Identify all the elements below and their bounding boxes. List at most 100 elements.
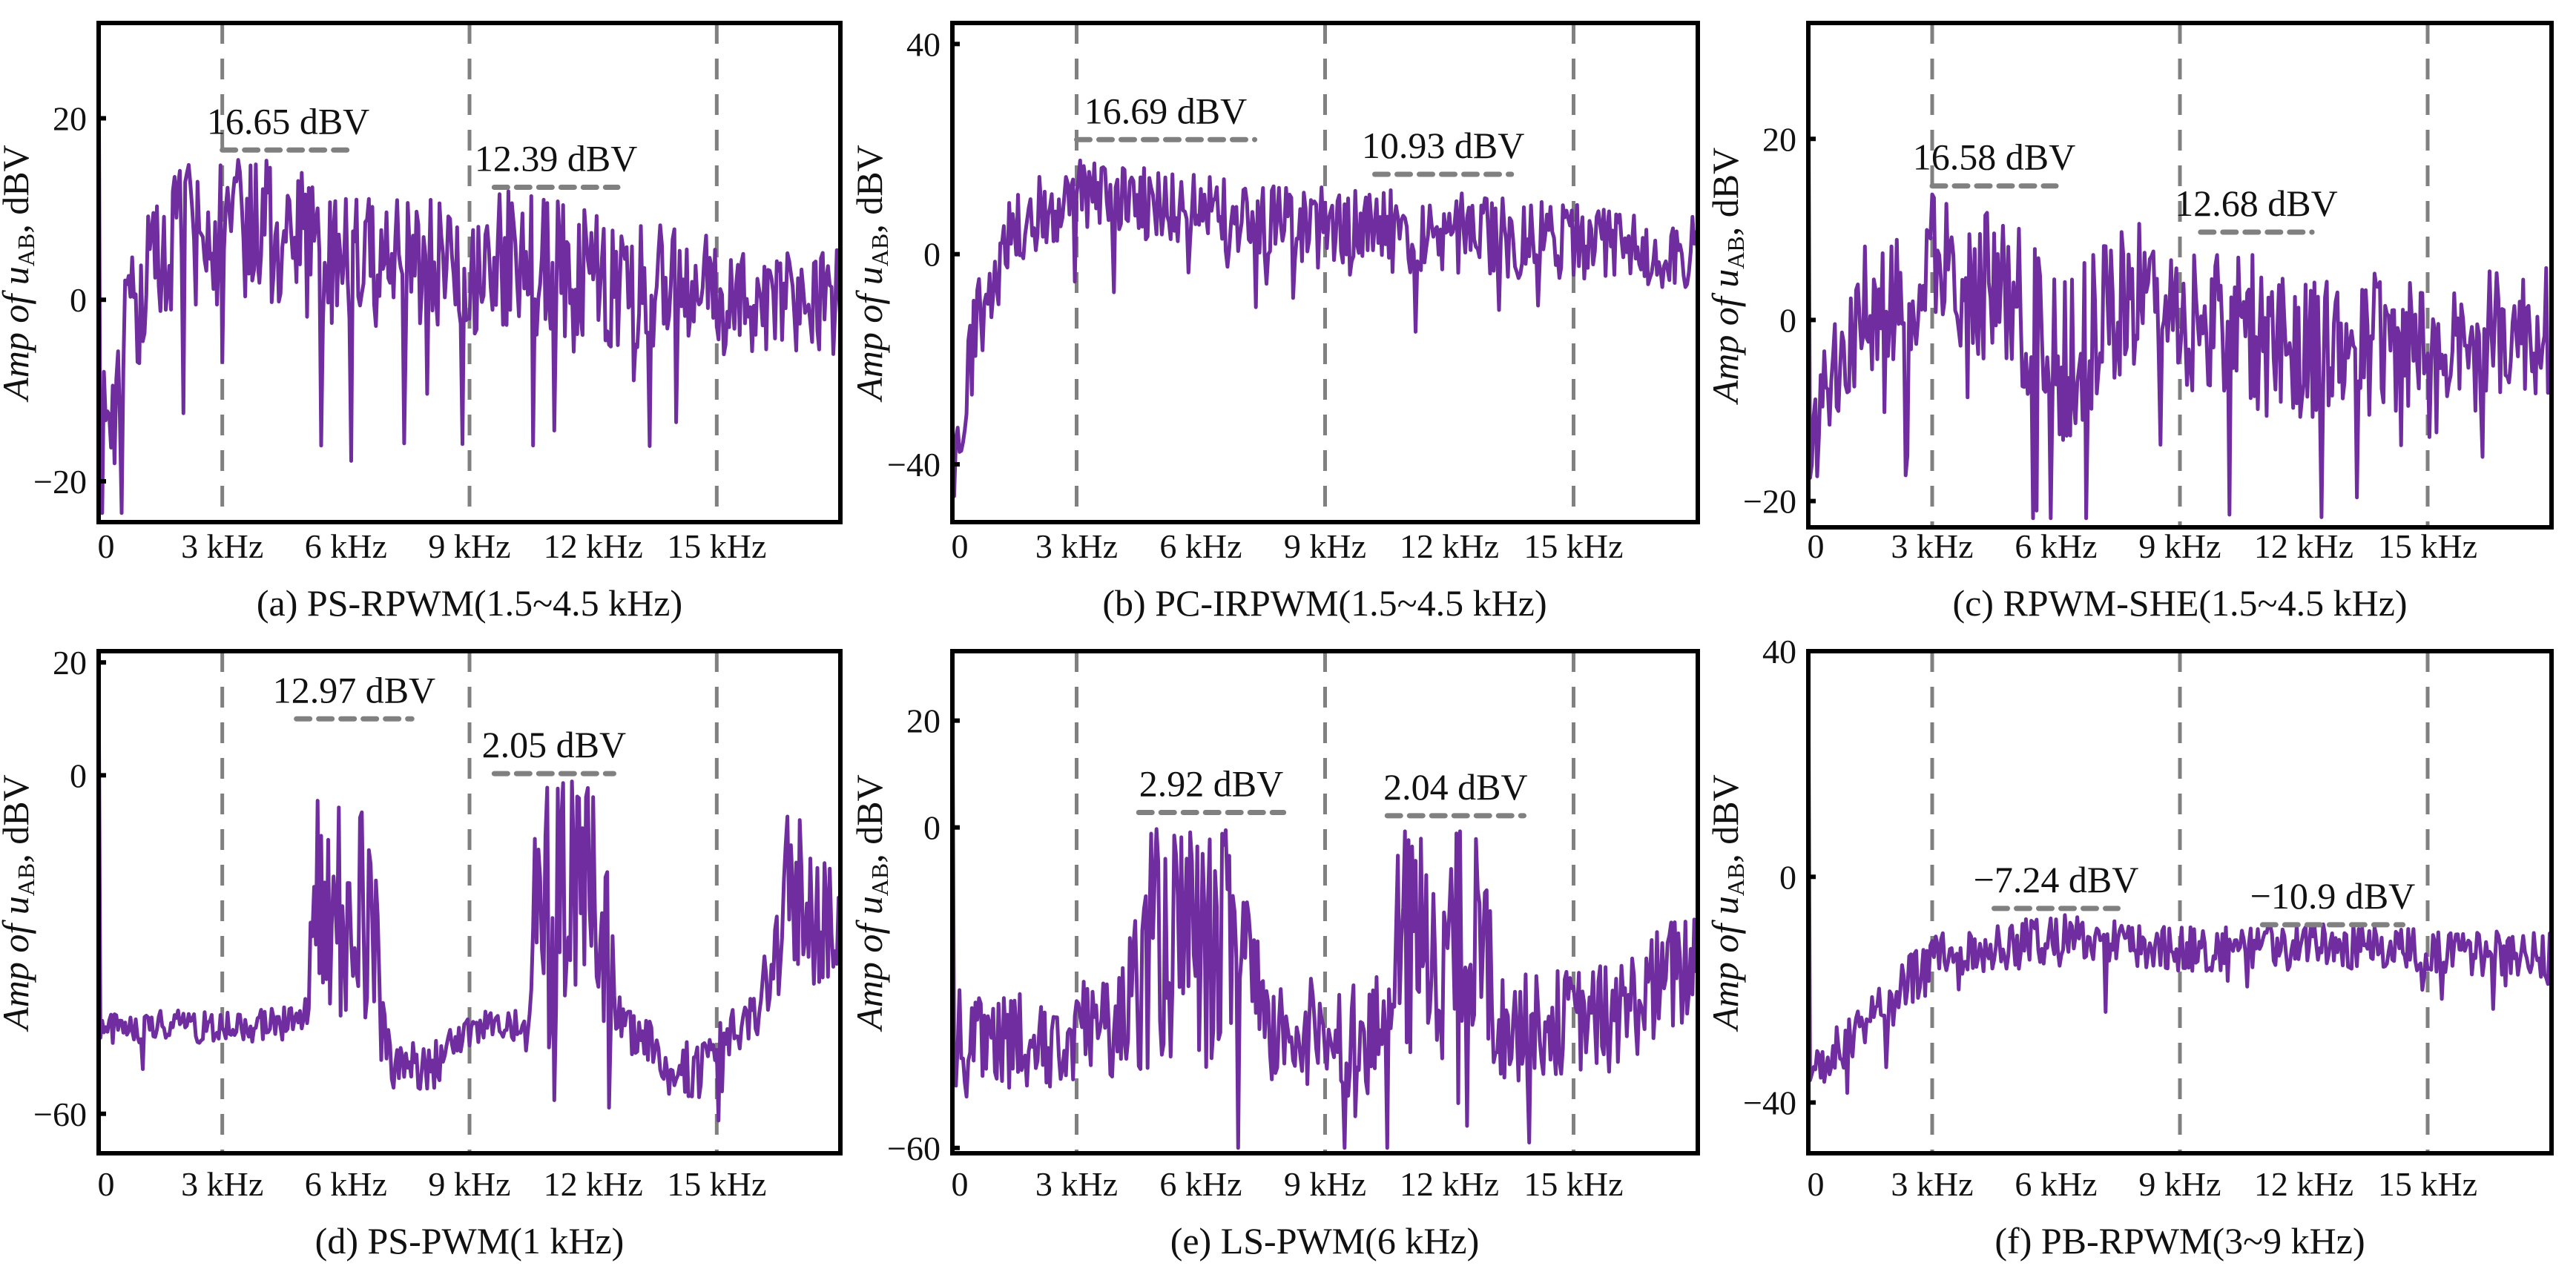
y-label-subscript: AB — [1722, 863, 1749, 896]
y-label-subscript: AB — [13, 863, 39, 896]
y-label-subscript: AB — [866, 863, 893, 896]
y-label-subscript: AB — [866, 234, 893, 266]
y-tick-label: 40 — [906, 25, 941, 63]
x-tick-label: 0 — [1808, 527, 1825, 565]
x-tick-label: 9 kHz — [2138, 1165, 2221, 1203]
y-tick-label: 0 — [923, 236, 941, 274]
y-tick-label: 0 — [1779, 301, 1796, 339]
signal-line — [96, 662, 843, 1123]
x-tick-label: 3 kHz — [1891, 1165, 1973, 1203]
x-tick-label: 9 kHz — [2138, 527, 2221, 565]
x-tick-label: 9 kHz — [428, 527, 510, 565]
plot-frame — [1806, 649, 2554, 1155]
x-tick-label: 3 kHz — [1891, 527, 1973, 565]
x-tick-label: 0 — [952, 1165, 969, 1203]
y-label-unit: , dBV — [849, 145, 890, 233]
y-label-main: Amp of u — [0, 266, 36, 403]
y-tick-label: −40 — [1743, 1084, 1796, 1122]
y-tick-label: 0 — [1779, 858, 1796, 896]
x-tick-label: 6 kHz — [2015, 527, 2097, 565]
y-tick-label: −20 — [33, 463, 87, 501]
x-tick-label: 6 kHz — [2015, 1165, 2097, 1203]
x-tick-label: 3 kHz — [1035, 527, 1118, 565]
x-tick-label: 15 kHz — [667, 1165, 766, 1203]
peak-annotation: 2.92 dBV — [1139, 763, 1283, 805]
x-tick-label: 12 kHz — [1400, 1165, 1499, 1203]
peak-annotation: 12.97 dBV — [273, 669, 435, 711]
x-tick-label: 12 kHz — [1400, 527, 1499, 565]
plot-frame — [950, 649, 1700, 1155]
signal-line — [1806, 48, 2554, 521]
y-axis-label: Amp of uAB, dBV — [849, 145, 893, 402]
x-tick-label: 0 — [98, 1165, 115, 1203]
peak-annotation: 12.39 dBV — [475, 137, 637, 179]
plot-frame — [96, 649, 843, 1155]
subplot-caption: (d) PS-PWM(1 kHz) — [315, 1220, 625, 1262]
y-tick-label: 20 — [1762, 120, 1796, 158]
y-tick-label: −60 — [887, 1130, 941, 1167]
y-tick-label: 40 — [1762, 633, 1796, 670]
x-tick-label: 15 kHz — [1523, 527, 1623, 565]
x-tick-label: 6 kHz — [1159, 1165, 1242, 1203]
y-axis-label: Amp of uAB, dBV — [1704, 774, 1749, 1032]
y-axis-label: Amp of uAB, dBV — [849, 774, 893, 1032]
x-tick-label: 15 kHz — [2378, 527, 2477, 565]
y-label-main: Amp of u — [1704, 896, 1746, 1032]
subplot-c: 16.58 dBV 12.68 dBV 20 0 −20 0 3 kHz 6 kHz 9 kHz… — [1704, 21, 2554, 624]
peak-annotation: 2.04 dBV — [1383, 766, 1527, 808]
peak-annotation: −10.9 dBV — [2250, 875, 2416, 917]
y-label-unit: , dBV — [0, 774, 36, 863]
y-tick-label: −40 — [887, 446, 941, 484]
y-axis-label: Amp of uAB, dBV — [0, 145, 39, 402]
x-tick-label: 0 — [98, 527, 115, 565]
y-label-main: Amp of u — [0, 896, 36, 1032]
subplot-f: −7.24 dBV −10.9 dBV 40 0 −40 0 3 kHz 6 kHz 9 kHz… — [1704, 633, 2554, 1262]
peak-annotation: 10.93 dBV — [1362, 125, 1524, 166]
peak-annotation: 16.58 dBV — [1913, 136, 2075, 178]
x-tick-label: 9 kHz — [1284, 1165, 1366, 1203]
x-tick-label: 6 kHz — [1159, 527, 1242, 565]
signal-line — [96, 27, 843, 515]
y-label-subscript: AB — [13, 234, 39, 266]
subplot-caption: (c) RPWM-SHE(1.5~4.5 kHz) — [1952, 582, 2407, 624]
y-tick-label: 0 — [923, 809, 941, 847]
peak-annotation: 12.68 dBV — [2175, 182, 2337, 224]
y-label-unit: , dBV — [1704, 774, 1746, 863]
x-tick-label: 3 kHz — [1035, 1165, 1118, 1203]
y-tick-label: 0 — [70, 756, 87, 794]
signal-line — [950, 667, 1699, 1150]
subplot-e: 2.92 dBV 2.04 dBV 20 0 −60 0 3 kHz 6 kHz 9 kHz 12… — [849, 649, 1700, 1262]
x-tick-label: 3 kHz — [181, 527, 263, 565]
x-tick-label: 6 kHz — [305, 1165, 387, 1203]
y-label-main: Amp of u — [849, 266, 890, 403]
x-tick-label: 15 kHz — [667, 527, 766, 565]
plot-frame — [96, 21, 843, 524]
x-tick-label: 9 kHz — [428, 1165, 510, 1203]
y-tick-label: 0 — [70, 281, 87, 319]
x-tick-label: 15 kHz — [2378, 1165, 2477, 1203]
x-tick-label: 12 kHz — [2254, 1165, 2353, 1203]
x-tick-label: 3 kHz — [181, 1165, 263, 1203]
x-tick-label: 12 kHz — [2254, 527, 2353, 565]
y-label-main: Amp of u — [1704, 269, 1746, 406]
y-tick-label: 20 — [906, 702, 941, 740]
plot-frame — [1806, 21, 2554, 530]
subplot-a: 16.65 dBV 12.39 dBV 20 0 −20 0 3 kHz 6 kHz 9 kHz… — [0, 21, 843, 624]
peak-annotation: 16.65 dBV — [207, 100, 369, 142]
subplot-d: 12.97 dBV 2.05 dBV 20 0 −60 0 3 kHz 6 kHz 9 kHz 1… — [0, 644, 843, 1262]
peak-annotation: 2.05 dBV — [482, 724, 626, 765]
y-tick-label: −60 — [33, 1095, 87, 1133]
y-label-unit: , dBV — [0, 145, 36, 233]
x-tick-label: 9 kHz — [1284, 527, 1366, 565]
signal-line — [950, 158, 1700, 498]
y-tick-label: 20 — [53, 644, 87, 682]
y-axis-label: Amp of uAB, dBV — [0, 774, 39, 1032]
x-tick-label: 12 kHz — [544, 527, 643, 565]
subplot-caption: (f) PB-RPWM(3~9 kHz) — [1994, 1220, 2365, 1262]
x-tick-label: 0 — [952, 527, 969, 565]
peak-annotation: −7.24 dBV — [1974, 859, 2139, 900]
y-label-subscript: AB — [1722, 236, 1749, 268]
y-tick-label: 20 — [53, 99, 87, 137]
x-tick-label: 6 kHz — [305, 527, 387, 565]
